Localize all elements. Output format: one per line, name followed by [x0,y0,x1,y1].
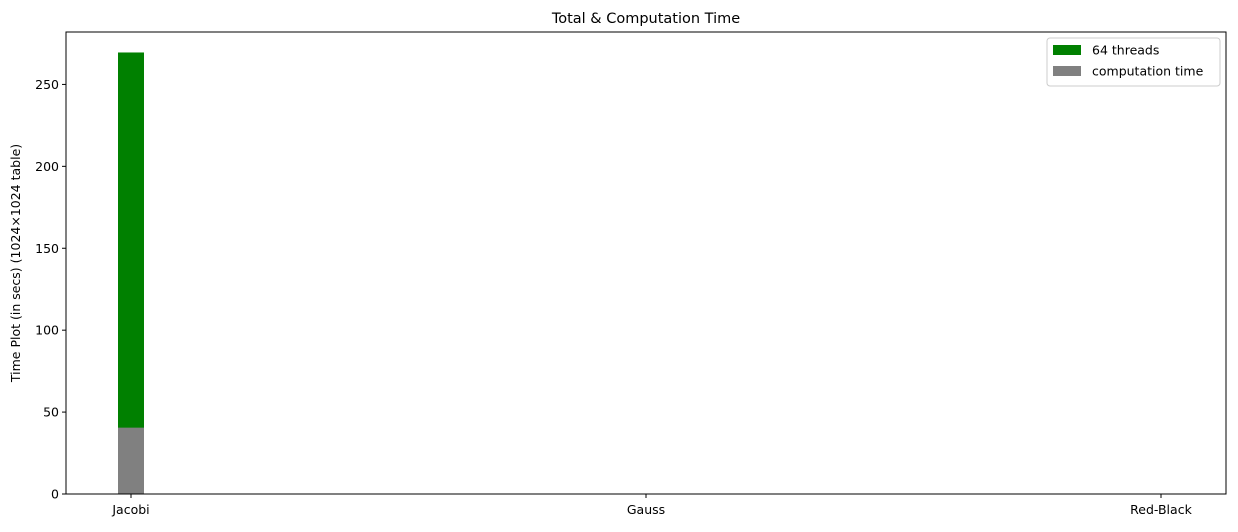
legend-swatch [1053,66,1081,76]
legend-label: 64 threads [1092,43,1159,58]
bar-64-threads-jacobi [118,52,144,494]
y-tick-label: 0 [51,487,59,502]
bar-computation-time-jacobi [118,427,144,494]
legend-swatch [1053,45,1081,55]
x-tick-label: Red-Black [1130,502,1192,517]
y-axis-label: Time Plot (in secs) (1024×1024 table) [8,144,23,383]
y-tick-label: 100 [35,323,59,338]
legend-label: computation time [1092,64,1204,79]
legend-box [1046,37,1221,87]
y-tick-label: 50 [43,405,59,420]
y-tick-label: 150 [35,241,59,256]
bars-layer [118,52,144,494]
x-tick-label: Gauss [627,502,665,517]
x-tick-label: Jacobi [111,502,149,517]
y-axis-ticks: 0 50 100 150 200 250 [35,77,66,502]
plot-frame [65,31,1227,495]
legend: 64 threads computation time [1046,37,1221,87]
y-tick-label: 200 [35,159,59,174]
chart-title: Total & Computation Time [551,11,740,27]
x-axis-ticks: Jacobi Gauss Red-Black [111,494,1193,517]
y-tick-label: 250 [35,77,59,92]
